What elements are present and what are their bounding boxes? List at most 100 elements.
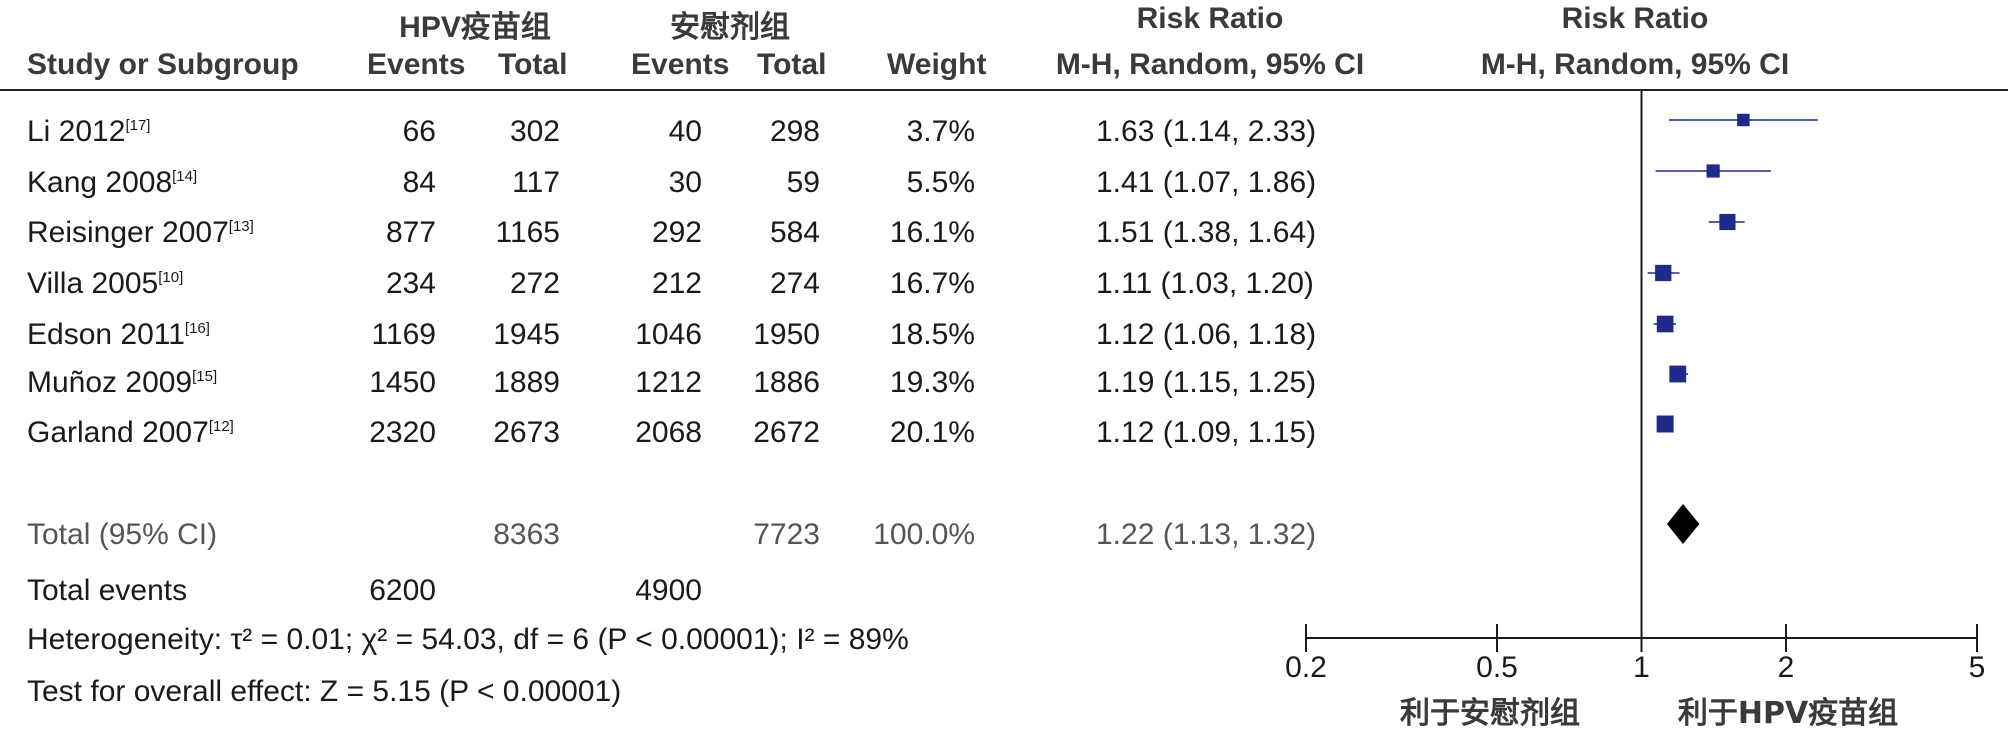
- events-2: 30: [668, 166, 702, 199]
- weight: 20.1%: [889, 416, 975, 449]
- rr-header-left: Risk Ratio: [1136, 2, 1284, 35]
- events-e1: 6200: [369, 574, 436, 607]
- favours-right-label: 利于HPV疫苗组: [1678, 696, 1898, 731]
- events-2: 1212: [635, 366, 702, 399]
- x-tick-label: 1: [1633, 651, 1650, 684]
- study-reference: [17]: [125, 117, 151, 134]
- ci-text: 1.51 (1.38, 1.64): [1096, 216, 1317, 249]
- study-reference: [10]: [158, 269, 184, 286]
- events-1: 1450: [369, 366, 436, 399]
- weight-header: Weight: [887, 48, 987, 81]
- method-header-left: M-H, Random, 95% CI: [1055, 48, 1365, 81]
- effect-square: [1719, 213, 1736, 231]
- header-rule: [0, 89, 2008, 91]
- events-e2: 4900: [635, 574, 702, 607]
- weight: 19.3%: [889, 366, 975, 399]
- total-1: 1165: [495, 216, 560, 249]
- total-label: Total (95% CI): [27, 518, 218, 551]
- total2-header: Total: [757, 48, 827, 81]
- total-1: 2673: [493, 416, 560, 449]
- x-tick-label: 5: [1969, 651, 1986, 684]
- study-name: Muñoz 2009[15]: [27, 366, 217, 400]
- events-1: 234: [385, 267, 436, 300]
- group2-header: 安慰剂组: [670, 11, 790, 44]
- study-header: Study or Subgroup: [27, 48, 299, 81]
- study-label: Reisinger 2007: [27, 216, 229, 249]
- study-label: Kang 2008: [27, 166, 173, 199]
- effect-square: [1656, 415, 1674, 433]
- events-1: 84: [402, 166, 436, 199]
- total-1: 1945: [493, 318, 560, 351]
- method-header-right: M-H, Random, 95% CI: [1480, 48, 1790, 81]
- study-name: Reisinger 2007[13]: [27, 216, 254, 250]
- study-name: Kang 2008[14]: [27, 166, 197, 200]
- ci-text: 1.41 (1.07, 1.86): [1096, 166, 1317, 199]
- heterogeneity-text: Heterogeneity: τ² = 0.01; χ² = 54.03, df…: [27, 623, 909, 656]
- weight: 18.5%: [889, 318, 975, 351]
- effect-square: [1706, 164, 1720, 178]
- total-2: 584: [769, 216, 820, 249]
- weight: 5.5%: [906, 166, 975, 199]
- study-reference: [16]: [184, 320, 210, 337]
- weight: 16.7%: [889, 267, 975, 300]
- events-1: 877: [385, 216, 436, 249]
- x-tick-label: 2: [1778, 651, 1795, 684]
- total-2: 2672: [753, 416, 820, 449]
- total-1: 117: [512, 166, 560, 199]
- total-1: 1889: [493, 366, 560, 399]
- study-label: Edson 2011: [27, 318, 185, 351]
- events2-header: Events: [631, 48, 730, 81]
- rr-header-right: Risk Ratio: [1561, 2, 1709, 35]
- total-2: 59: [786, 166, 820, 199]
- events-1: 66: [402, 115, 436, 148]
- events-label: Total events: [27, 574, 188, 607]
- ci-text: 1.12 (1.09, 1.15): [1096, 416, 1317, 449]
- total-1: 302: [509, 115, 560, 148]
- favours-left-label: 利于安慰剂组: [1400, 696, 1580, 731]
- weight: 3.7%: [906, 115, 975, 148]
- effect-square: [1656, 315, 1674, 333]
- total-ci: 1.22 (1.13, 1.32): [1096, 518, 1317, 551]
- effect-square: [1655, 264, 1672, 282]
- ci-text: 1.12 (1.06, 1.18): [1096, 318, 1317, 351]
- total-2: 274: [769, 267, 820, 300]
- total-2: 298: [769, 115, 820, 148]
- total-2: 1886: [753, 366, 820, 399]
- events-1: 2320: [369, 416, 436, 449]
- study-name: Villa 2005[10]: [27, 267, 183, 301]
- study-reference: [14]: [172, 168, 198, 185]
- events-2: 2068: [635, 416, 702, 449]
- total-t1: 8363: [493, 518, 560, 551]
- group1-header: HPV疫苗组: [399, 11, 551, 44]
- events-2: 40: [668, 115, 702, 148]
- total-t2: 7723: [753, 518, 820, 551]
- events1-header: Events: [367, 48, 466, 81]
- ci-text: 1.63 (1.14, 2.33): [1096, 115, 1317, 148]
- study-name: Li 2012[17]: [27, 115, 150, 149]
- total-2: 1950: [753, 318, 820, 351]
- ci-text: 1.11 (1.03, 1.20): [1096, 267, 1314, 300]
- study-reference: [12]: [208, 418, 234, 435]
- study-label: Garland 2007: [27, 416, 209, 449]
- ci-text: 1.19 (1.15, 1.25): [1096, 366, 1317, 399]
- events-2: 292: [651, 216, 702, 249]
- events-1: 1169: [371, 318, 436, 351]
- x-tick-label: 0.2: [1285, 651, 1327, 684]
- events-2: 212: [651, 267, 702, 300]
- total-weight: 100.0%: [873, 518, 975, 551]
- effect-square: [1737, 113, 1750, 127]
- study-reference: [13]: [228, 218, 254, 235]
- pooled-diamond: [1666, 504, 1700, 544]
- events-2: 1046: [635, 318, 702, 351]
- weight: 16.1%: [889, 216, 975, 249]
- total-1: 272: [509, 267, 560, 300]
- study-label: Li 2012: [27, 115, 126, 148]
- study-label: Villa 2005: [27, 267, 159, 300]
- study-name: Garland 2007[12]: [27, 416, 234, 450]
- total1-header: Total: [498, 48, 568, 81]
- study-name: Edson 2011[16]: [27, 318, 210, 352]
- effect-square: [1669, 365, 1687, 383]
- x-tick-label: 0.5: [1476, 651, 1518, 684]
- study-reference: [15]: [192, 368, 218, 385]
